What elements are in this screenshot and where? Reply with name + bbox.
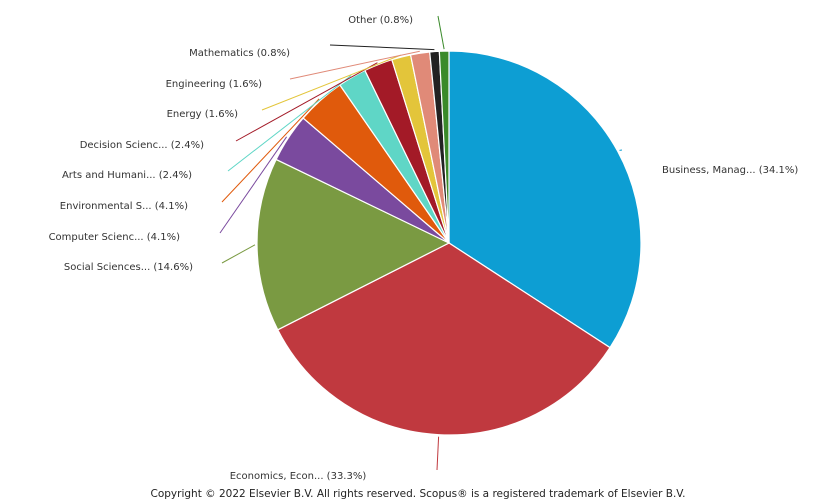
copyright-footer: Copyright © 2022 Elsevier B.V. All right… — [151, 488, 686, 500]
pie-slice[interactable] — [448, 50, 642, 349]
pie-slice-label: Decision Scienc... (2.4%) — [80, 140, 204, 151]
pie-leader-line — [221, 244, 256, 264]
pie-slice-label: Business, Manag... (34.1%) — [662, 165, 798, 176]
pie-slice-label: Other (0.8%) — [348, 15, 413, 26]
pie-slice-label: Social Sciences... (14.6%) — [64, 262, 193, 273]
pie-leader-line — [221, 98, 320, 203]
pie-slice-label: Mathematics (0.8%) — [189, 48, 290, 59]
pie-slice-label: Environmental S... (4.1%) — [60, 201, 188, 212]
pie-leader-line — [227, 75, 352, 172]
pie-leader-line — [329, 44, 435, 51]
pie-labels: Business, Manag... (34.1%) Economics, Eco… — [49, 15, 799, 482]
pie-leader-lines — [219, 15, 623, 471]
pie-slice-label: Arts and Humani... (2.4%) — [62, 170, 192, 181]
pie-leader-line — [235, 62, 378, 142]
pie-slices — [256, 50, 642, 436]
pie-slice-label: Economics, Econ... (33.3%) — [230, 471, 367, 482]
pie-leader-line — [436, 436, 440, 471]
pie-slice-label: Engineering (1.6%) — [166, 79, 262, 90]
pie-slice[interactable] — [276, 242, 611, 436]
pie-slice-label: Computer Scienc... (4.1%) — [49, 232, 181, 243]
pie-leader-line — [219, 136, 288, 234]
pie-leader-line — [437, 15, 445, 50]
pie-leader-line — [261, 54, 401, 111]
pie-slice[interactable] — [256, 158, 451, 331]
pie-slice-label: Energy (1.6%) — [167, 109, 238, 120]
pie-leader-line — [289, 50, 420, 80]
pie-slice[interactable] — [438, 50, 450, 244]
